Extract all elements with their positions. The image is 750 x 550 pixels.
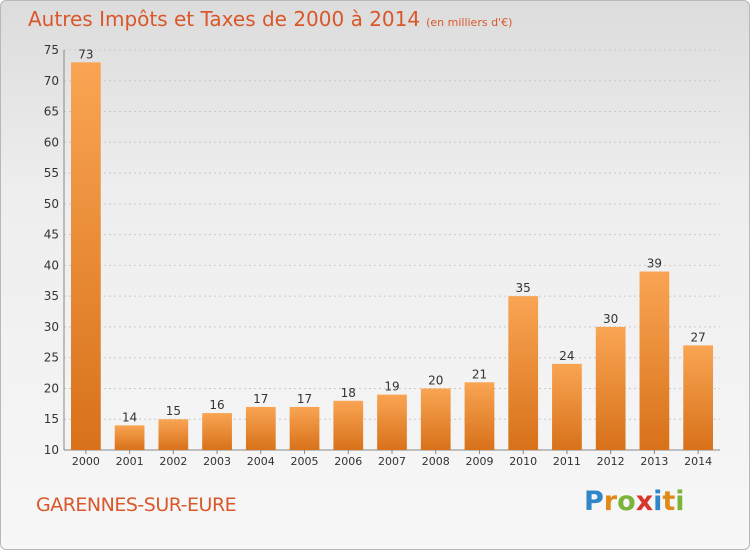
x-tick-label: 2001 — [116, 455, 144, 468]
y-tick-label: 65 — [44, 105, 59, 119]
bar-value-label: 19 — [384, 380, 399, 394]
y-tick-label: 70 — [44, 74, 59, 88]
chart-title: Autres Impôts et Taxes de 2000 à 2014 (en… — [28, 7, 512, 31]
y-tick-label: 10 — [44, 443, 59, 457]
commune-name: GARENNES-SUR-EURE — [36, 494, 237, 516]
x-tick-label: 2009 — [465, 455, 493, 468]
x-tick-label: 2003 — [203, 455, 231, 468]
logo-letter: P — [584, 486, 604, 517]
logo-letter: r — [603, 486, 618, 517]
bar-2009 — [464, 382, 495, 450]
bar-2012 — [595, 326, 626, 450]
bar-2007 — [377, 394, 407, 450]
bar-value-label: 39 — [647, 257, 662, 271]
x-tick-label: 2011 — [553, 455, 581, 468]
bar-value-label: 14 — [122, 410, 137, 424]
bar-2008 — [420, 388, 451, 450]
y-tick-label: 45 — [44, 228, 59, 242]
y-tick-label: 25 — [44, 351, 59, 365]
bar-2013 — [639, 271, 670, 450]
y-tick-label: 20 — [44, 381, 59, 395]
chart-title-unit: (en milliers d'€) — [426, 16, 513, 29]
y-tick-label: 55 — [44, 166, 59, 180]
bar-value-label: 24 — [559, 349, 574, 363]
bar-value-label: 27 — [690, 330, 705, 344]
y-tick-label: 15 — [44, 412, 59, 426]
bar-value-label: 21 — [472, 367, 487, 381]
x-tick-label: 2010 — [509, 455, 537, 468]
bar-value-label: 20 — [428, 373, 443, 387]
y-tick-label: 50 — [44, 197, 59, 211]
logo-letter: t — [662, 486, 676, 517]
bar-value-label: 16 — [209, 398, 224, 412]
x-tick-label: 2004 — [247, 455, 275, 468]
y-tick-label: 40 — [44, 258, 59, 272]
x-tick-label: 2002 — [159, 455, 187, 468]
bar-2014 — [683, 345, 714, 450]
logo-letter: x — [635, 486, 654, 517]
bar-2003 — [202, 413, 232, 450]
x-tick-label: 2012 — [597, 455, 625, 468]
logo-letter: o — [617, 486, 636, 517]
x-tick-label: 2005 — [291, 455, 319, 468]
bar-value-label: 15 — [166, 404, 181, 418]
logo-letter: i — [675, 486, 685, 517]
bar-2004 — [245, 406, 276, 450]
logo-letter: i — [653, 486, 663, 517]
bar-value-label: 17 — [297, 392, 312, 406]
y-tick-label: 35 — [44, 289, 59, 303]
bar-2006 — [333, 400, 364, 450]
x-tick-label: 2007 — [378, 455, 406, 468]
bar-2011 — [552, 363, 582, 450]
x-tick-label: 2014 — [684, 455, 712, 468]
x-tick-label: 2008 — [422, 455, 450, 468]
y-tick-label: 60 — [44, 135, 59, 149]
x-tick-label: 2006 — [334, 455, 362, 468]
bar-2005 — [289, 406, 320, 450]
y-tick-label: 75 — [44, 43, 59, 57]
bar-value-label: 17 — [253, 392, 268, 406]
bar-2002 — [158, 419, 189, 450]
bar-2001 — [114, 425, 145, 450]
proxiti-logo: Proxiti — [584, 486, 685, 517]
x-tick-label: 2013 — [640, 455, 668, 468]
y-tick-label: 30 — [44, 320, 59, 334]
bar-value-label: 73 — [78, 47, 93, 61]
bar-2000 — [70, 62, 101, 451]
bar-2010 — [508, 296, 539, 450]
chart-title-text: Autres Impôts et Taxes de 2000 à 2014 — [28, 7, 421, 31]
bar-value-label: 35 — [516, 281, 531, 295]
x-tick-label: 2000 — [72, 455, 100, 468]
bar-value-label: 30 — [603, 312, 618, 326]
bar-value-label: 18 — [341, 386, 356, 400]
